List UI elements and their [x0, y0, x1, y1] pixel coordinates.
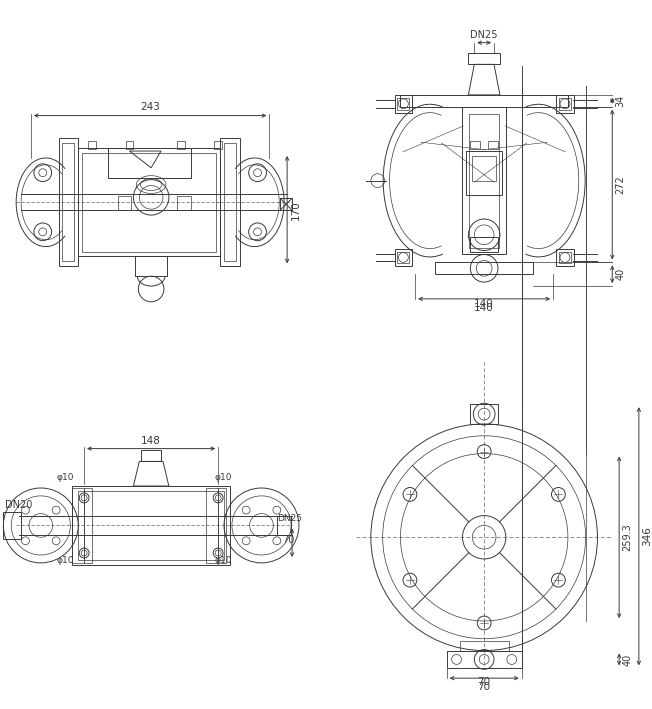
Bar [3, 512, 21, 540]
Bar [556, 249, 574, 267]
Bar [556, 95, 574, 113]
Bar [78, 491, 224, 560]
Text: 40: 40 [615, 268, 625, 280]
Bar [559, 252, 571, 263]
Text: φ10: φ10 [215, 556, 231, 565]
Text: 140: 140 [474, 303, 494, 313]
Text: φ10: φ10 [57, 556, 74, 565]
Bar [468, 52, 500, 65]
Bar [277, 515, 291, 535]
Bar [126, 141, 134, 149]
Bar [447, 651, 522, 669]
Text: 346: 346 [642, 526, 652, 546]
Text: 259.3: 259.3 [622, 523, 632, 551]
Bar [117, 196, 132, 210]
Bar [394, 95, 412, 113]
Bar [398, 252, 409, 263]
Bar [177, 196, 190, 210]
Bar [177, 141, 185, 149]
Bar [215, 141, 222, 149]
Text: 70: 70 [282, 535, 295, 545]
Bar [280, 199, 292, 210]
Text: 140: 140 [474, 298, 494, 308]
Bar [224, 143, 236, 262]
Bar [472, 156, 496, 181]
Text: 170: 170 [291, 200, 301, 220]
Text: DN25: DN25 [277, 513, 303, 523]
Bar [136, 257, 167, 277]
Bar [398, 98, 409, 110]
Bar [462, 107, 506, 255]
Bar [218, 488, 226, 563]
Text: DN20: DN20 [5, 500, 33, 510]
Text: DN25: DN25 [471, 30, 498, 40]
Bar [460, 641, 509, 651]
Bar [63, 143, 74, 262]
Text: φ10: φ10 [215, 473, 231, 482]
Bar [141, 450, 161, 462]
Bar [72, 486, 230, 565]
Bar [72, 488, 84, 563]
Bar [82, 153, 216, 252]
Text: 243: 243 [140, 101, 160, 111]
Text: 70: 70 [478, 677, 491, 687]
Bar [394, 249, 412, 267]
Text: 40: 40 [622, 653, 632, 666]
Bar [435, 262, 533, 274]
Bar [466, 151, 502, 196]
Bar [470, 237, 498, 252]
Bar [78, 148, 220, 257]
Bar [88, 141, 96, 149]
Text: 148: 148 [141, 435, 161, 446]
Bar [469, 113, 499, 247]
Bar [400, 95, 568, 107]
Bar [470, 404, 498, 424]
Text: 34: 34 [615, 95, 625, 107]
Bar [59, 138, 78, 267]
Bar [84, 488, 92, 563]
Bar [559, 98, 571, 110]
Bar [206, 488, 218, 563]
Bar [488, 141, 498, 149]
Text: φ10: φ10 [57, 473, 74, 482]
Bar [220, 138, 240, 267]
Text: 70: 70 [478, 682, 491, 692]
Bar [108, 148, 190, 178]
Text: 272: 272 [615, 175, 625, 194]
Bar [470, 141, 481, 149]
